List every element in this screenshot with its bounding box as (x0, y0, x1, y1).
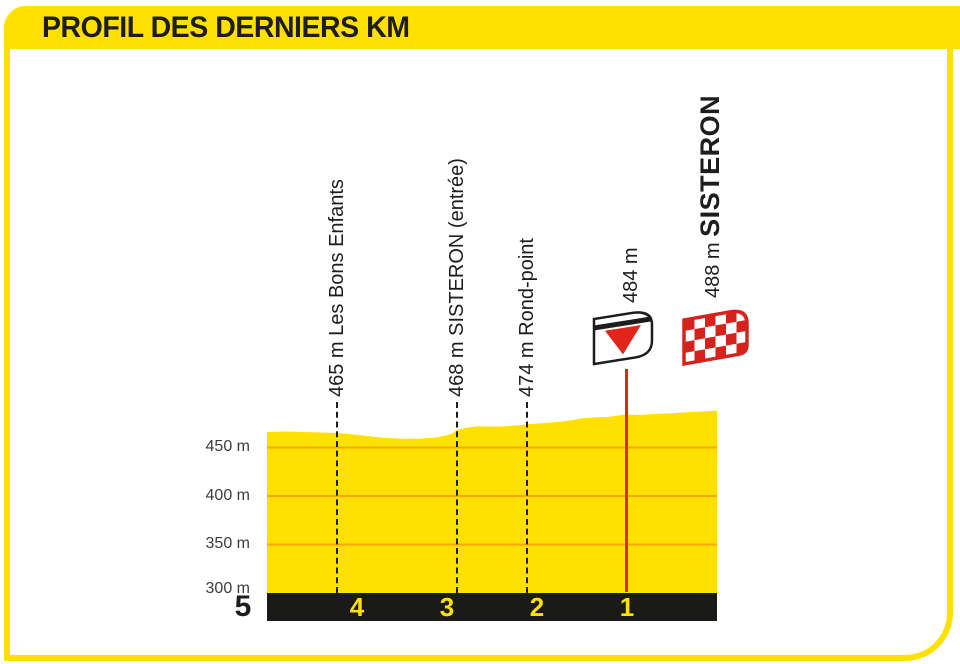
flamme-rouge-flag-icon (592, 311, 654, 366)
km-tick-4: 4 (349, 592, 365, 622)
waypoint-label-les-bons-enfants: 465 m Les Bons Enfants (326, 179, 348, 397)
km-tick-2: 2 (529, 592, 545, 622)
waypoint-label-sisteron-entree: 468 m SISTERON (entrée) (446, 158, 468, 397)
elevation-profile-chart (267, 410, 717, 593)
finish-city: SISTERON (695, 94, 725, 237)
km-tick-1: 1 (619, 592, 635, 622)
page-title: PROFIL DES DERNIERS KM (42, 11, 410, 44)
flamme-rouge-elevation-label: 484 m (620, 247, 642, 303)
waypoint-dashed-line-sisteron-entree (456, 402, 458, 593)
waypoint-label-rond-point: 474 m Rond-point (516, 238, 538, 397)
y-tick-400m: 400 m (205, 487, 250, 504)
checkered-finish-flag-icon (682, 309, 749, 367)
finish-label: 488 m SISTERON (695, 95, 729, 298)
waypoint-dashed-line-rond-point (526, 402, 528, 593)
y-tick-350m: 350 m (205, 535, 250, 552)
waypoint-dashed-line-les-bons-enfants (336, 402, 338, 593)
header-bar: PROFIL DES DERNIERS KM (4, 6, 960, 49)
y-tick-450m: 450 m (205, 438, 250, 455)
km-axis-bar: 4 3 2 1 (267, 592, 717, 622)
one-km-red-line (625, 369, 628, 592)
y-tick-300m: 300 m (205, 580, 250, 597)
km-tick-5: 5 (234, 590, 252, 623)
finish-elevation: 488 m (702, 236, 724, 298)
km-tick-3: 3 (439, 592, 455, 622)
elevation-area (267, 410, 717, 593)
